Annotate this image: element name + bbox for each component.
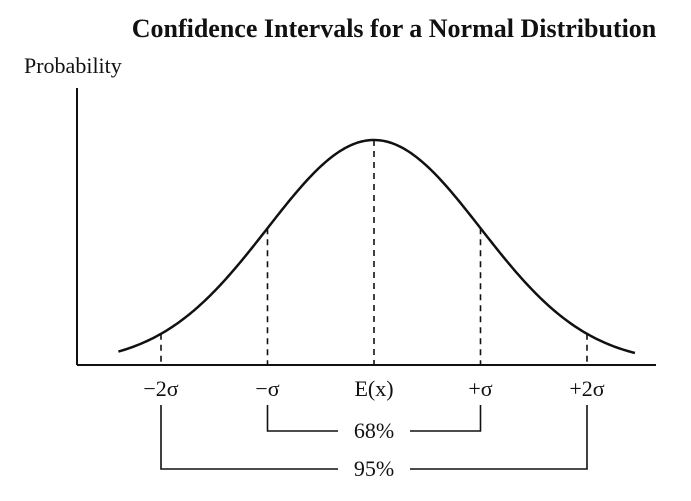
interval-bracket: 95% (160, 405, 588, 481)
x-tick-label: E(x) (354, 376, 393, 401)
interval-bracket: 68% (266, 405, 482, 443)
x-tick-label: −σ (255, 376, 279, 401)
interval-label: 68% (354, 418, 394, 443)
interval-bracket-right (410, 405, 588, 470)
drop-lines-group (160, 140, 588, 365)
tick-labels-group: −2σ −σ E(x) +σ +2σ (143, 376, 604, 401)
x-tick-label: +2σ (569, 376, 604, 401)
y-axis-label: Probability (24, 53, 122, 78)
chart-title: Confidence Intervals for a Normal Distri… (132, 14, 657, 43)
interval-label: 95% (354, 456, 394, 481)
interval-bracket-left (160, 405, 338, 470)
interval-brackets-group: 68% 95% (160, 405, 588, 481)
interval-bracket-left (266, 405, 338, 432)
normal-curve-series (118, 138, 636, 355)
x-tick-label: +σ (468, 376, 492, 401)
interval-bracket-right (410, 405, 482, 432)
x-tick-label: −2σ (143, 376, 178, 401)
